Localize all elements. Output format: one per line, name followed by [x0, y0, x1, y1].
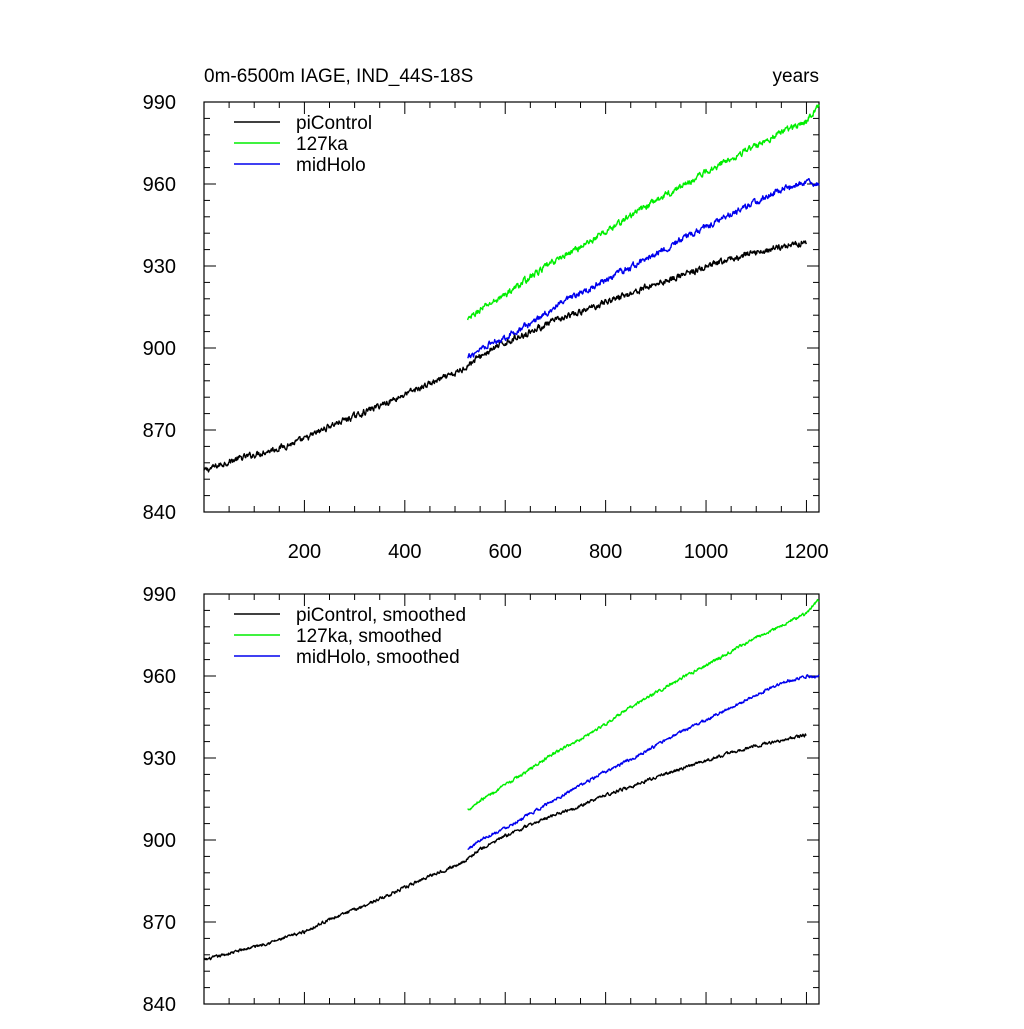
- y-tick-label: 870: [143, 912, 176, 934]
- legend-label: 127ka: [296, 134, 348, 155]
- chart-title: 0m-6500m IAGE, IND_44S-18S: [204, 66, 473, 87]
- y-tick-label: 960: [143, 174, 176, 196]
- y-tick-label: 930: [143, 748, 176, 770]
- y-tick-label: 990: [143, 584, 176, 606]
- legend-label: piControl, smoothed: [296, 605, 466, 626]
- plot-frame: [203, 593, 820, 1005]
- y-tick-label: 930: [143, 256, 176, 278]
- y-tick-label: 900: [143, 338, 176, 360]
- legend-label: 127ka, smoothed: [296, 626, 442, 647]
- x-tick-label: 1200: [784, 541, 829, 563]
- series-line-midholo: [467, 178, 820, 359]
- x-tick-label: 200: [288, 541, 321, 563]
- y-tick-label: 900: [143, 830, 176, 852]
- x-tick-label: 400: [388, 541, 421, 563]
- y-tick-label: 840: [143, 994, 176, 1016]
- legend-label: piControl: [296, 113, 372, 134]
- series-line-picontrol: [203, 733, 807, 961]
- y-tick-label: 990: [143, 92, 176, 114]
- bottom-panel: 840 870 900 930 960 990 piControl, smoothed127…: [143, 584, 820, 1016]
- plot-frame: [203, 101, 820, 513]
- legend-label: midHolo: [296, 155, 366, 176]
- series-line-picontrol: [203, 240, 808, 473]
- series-line-midholo: [467, 674, 820, 850]
- y-tick-label: 870: [143, 420, 176, 442]
- y-tick-label: 960: [143, 666, 176, 688]
- series-line-127ka: [467, 598, 820, 811]
- x-tick-label: 800: [589, 541, 622, 563]
- y-tick-label: 840: [143, 502, 176, 524]
- series-line-127ka: [466, 104, 820, 321]
- x-axis-unit-label: years: [773, 66, 819, 87]
- x-tick-label: 600: [489, 541, 522, 563]
- legend-label: midHolo, smoothed: [296, 647, 460, 668]
- top-panel: 840 870 900 930 960 990 200 400 600 800 1000 1200 pi…: [143, 92, 829, 563]
- x-tick-label: 1000: [684, 541, 729, 563]
